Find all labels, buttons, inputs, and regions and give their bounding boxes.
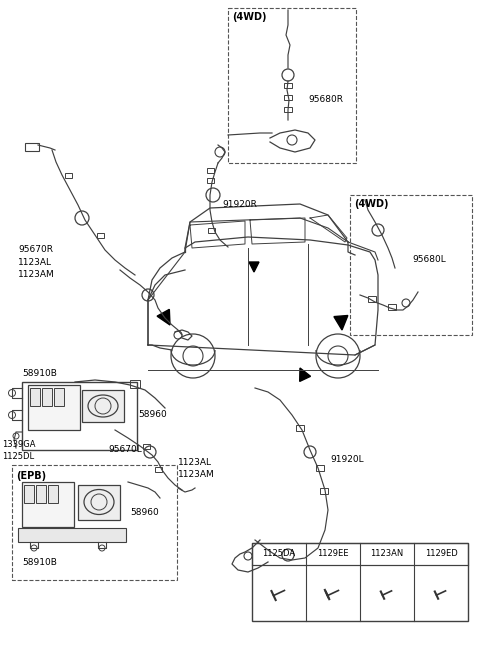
- Text: 1129EE: 1129EE: [317, 549, 349, 558]
- Bar: [208, 228, 215, 233]
- Bar: [143, 444, 150, 449]
- Bar: [155, 467, 162, 472]
- Bar: [130, 380, 140, 388]
- Bar: [207, 178, 214, 183]
- Bar: [368, 296, 376, 302]
- Bar: [22, 382, 137, 450]
- Text: 58910B: 58910B: [22, 369, 57, 378]
- Bar: [78, 485, 120, 520]
- Bar: [65, 173, 72, 178]
- Bar: [36, 485, 46, 503]
- Text: (EPB): (EPB): [16, 471, 46, 481]
- Text: (4WD): (4WD): [232, 12, 266, 22]
- Text: 95670R: 95670R: [18, 245, 53, 254]
- Bar: [284, 83, 292, 88]
- Text: 58960: 58960: [130, 508, 159, 517]
- Text: 1123AL: 1123AL: [18, 258, 52, 267]
- Bar: [252, 543, 468, 565]
- Bar: [28, 385, 80, 430]
- Text: 1123AM: 1123AM: [178, 470, 215, 479]
- Text: 1123AL: 1123AL: [178, 458, 212, 467]
- Bar: [24, 485, 34, 503]
- Bar: [252, 543, 468, 621]
- Bar: [25, 143, 39, 151]
- Text: 1123AN: 1123AN: [371, 549, 404, 558]
- Bar: [316, 465, 324, 471]
- Polygon shape: [334, 315, 348, 330]
- Bar: [284, 107, 292, 112]
- Bar: [228, 8, 356, 163]
- Bar: [30, 388, 40, 406]
- Text: 1125DL: 1125DL: [2, 452, 34, 461]
- Bar: [284, 95, 292, 100]
- Bar: [320, 488, 328, 494]
- Bar: [207, 168, 214, 173]
- Polygon shape: [249, 262, 259, 272]
- Text: 91920R: 91920R: [222, 200, 257, 209]
- Bar: [18, 528, 126, 542]
- Bar: [48, 485, 58, 503]
- Text: 58910B: 58910B: [22, 558, 57, 567]
- Text: 95680L: 95680L: [412, 255, 446, 264]
- Bar: [350, 195, 472, 335]
- Text: (4WD): (4WD): [354, 199, 388, 209]
- Bar: [388, 304, 396, 310]
- Bar: [22, 482, 74, 527]
- Text: 1123AM: 1123AM: [18, 270, 55, 279]
- Polygon shape: [300, 368, 311, 382]
- Bar: [42, 388, 52, 406]
- Bar: [97, 233, 104, 238]
- Bar: [54, 388, 64, 406]
- Bar: [296, 425, 304, 431]
- Text: 95680R: 95680R: [308, 95, 343, 104]
- Text: 1129ED: 1129ED: [425, 549, 457, 558]
- Text: 1339GA: 1339GA: [2, 440, 36, 449]
- Bar: [82, 390, 124, 422]
- Text: 95670L: 95670L: [108, 445, 142, 454]
- Text: 58960: 58960: [138, 410, 167, 419]
- Bar: [12, 465, 177, 580]
- Text: 1125DA: 1125DA: [263, 549, 296, 558]
- Polygon shape: [157, 309, 170, 325]
- Text: 91920L: 91920L: [330, 455, 364, 464]
